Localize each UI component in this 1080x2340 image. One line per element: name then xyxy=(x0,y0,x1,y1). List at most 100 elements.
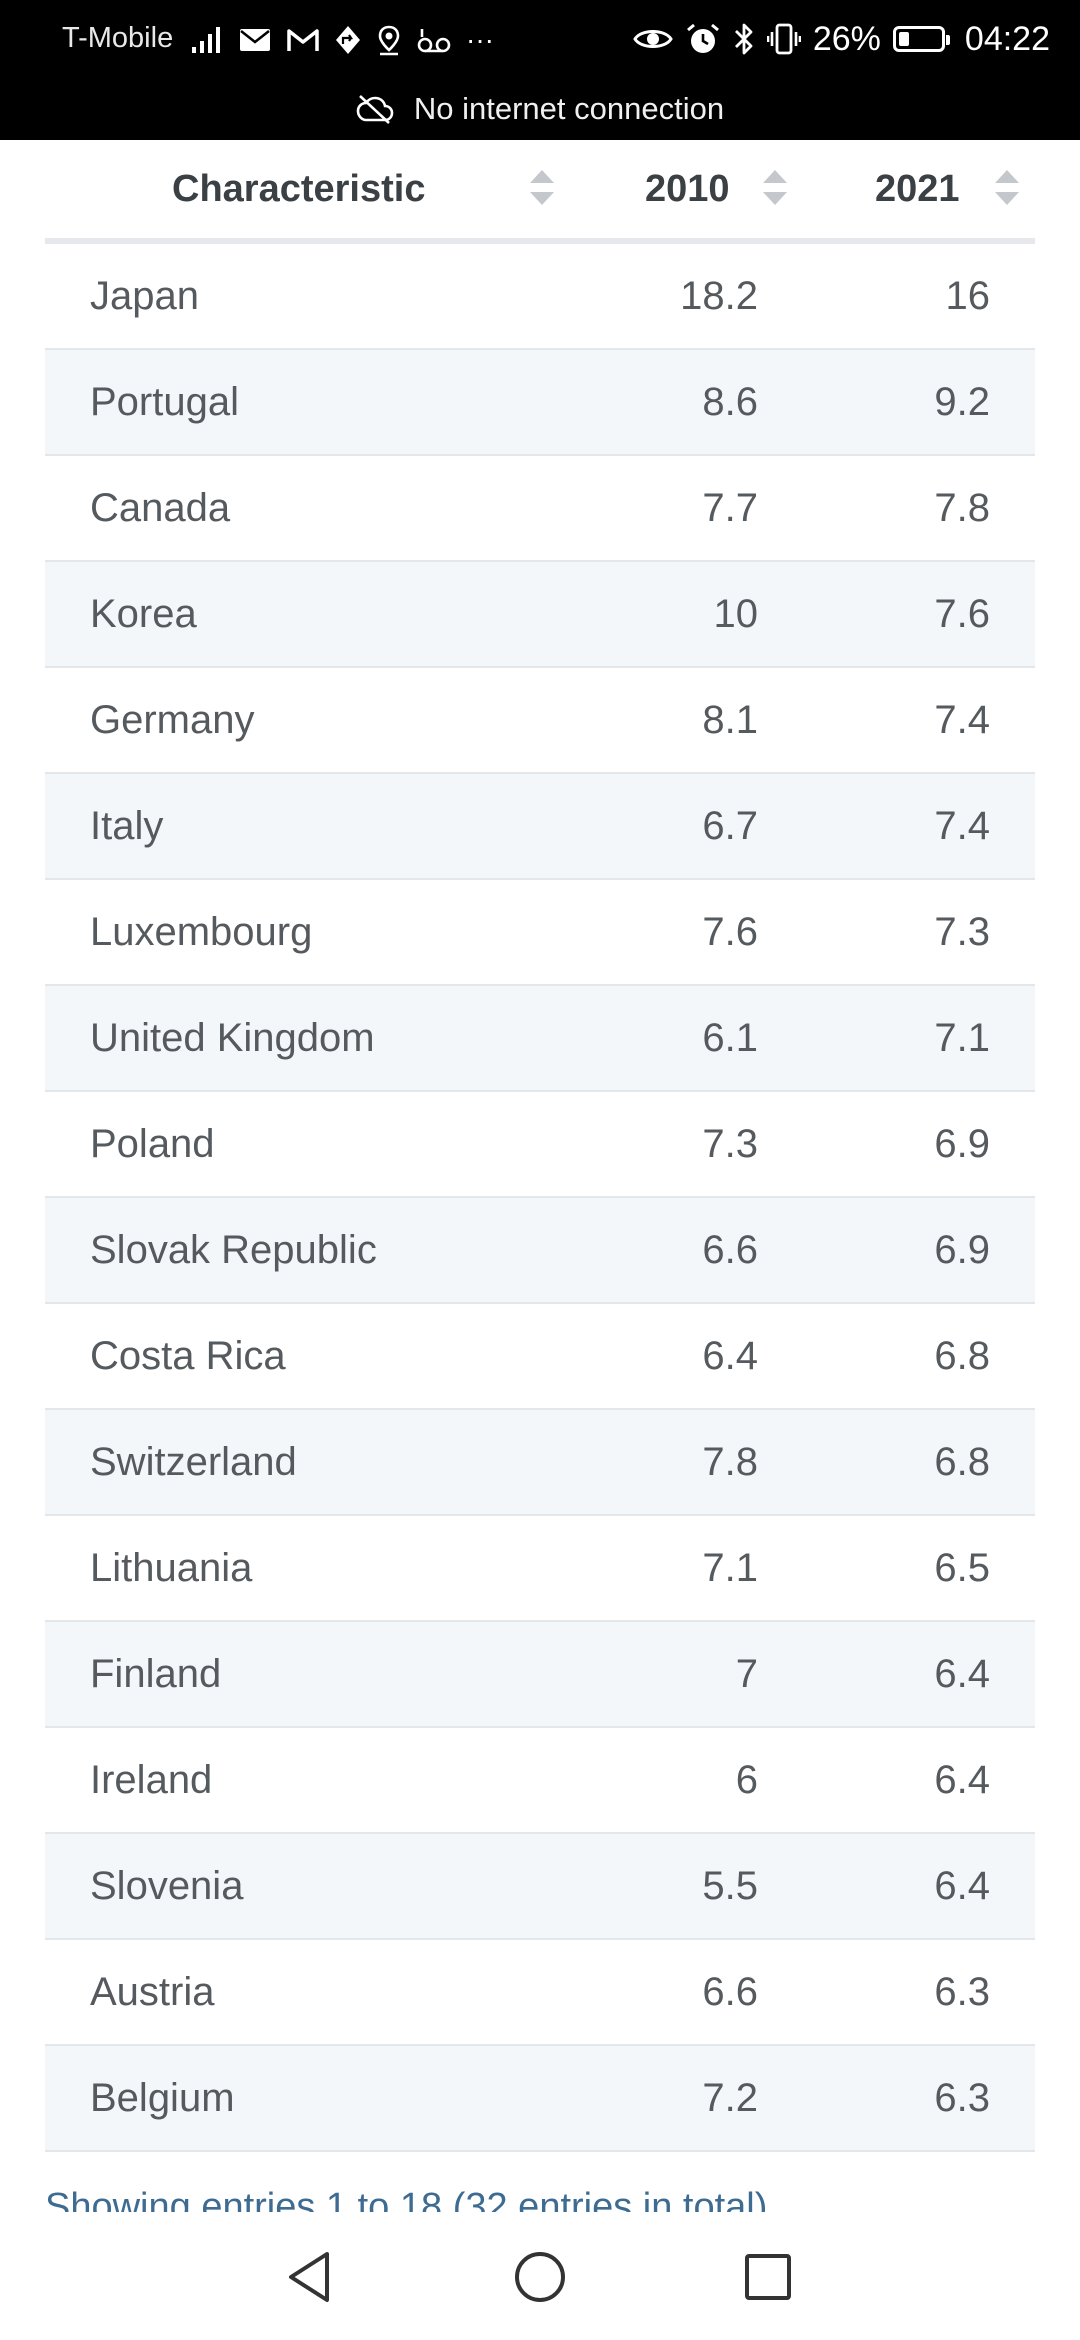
value-2021-cell: 16 xyxy=(945,273,991,318)
battery-level xyxy=(898,32,910,46)
table-body: Japan 18.2 16 Portugal 8.6 9.2 Canada 7.7 7.8 Kor… xyxy=(45,244,1035,2152)
gmail-icon xyxy=(287,29,319,51)
value-2010-cell: 6.1 xyxy=(702,1015,758,1060)
more-icon: ··· xyxy=(466,24,494,55)
value-2010-cell: 8.6 xyxy=(702,379,758,424)
column-header-label: 2010 xyxy=(645,167,730,210)
table-row: Finland 7 6.4 xyxy=(45,1622,1035,1728)
country-cell: Germany xyxy=(90,697,255,742)
battery-icon xyxy=(892,26,950,52)
country-cell: Switzerland xyxy=(90,1439,297,1484)
table-row: Switzerland 7.8 6.8 xyxy=(45,1410,1035,1516)
country-cell: Belgium xyxy=(90,2075,235,2120)
value-2021-cell: 9.2 xyxy=(934,379,990,424)
value-2021-cell: 6.8 xyxy=(934,1333,990,1378)
location-icon xyxy=(378,25,400,56)
value-2010-cell: 7.3 xyxy=(702,1121,758,1166)
system-icons: 26% 04:22 xyxy=(633,18,1050,60)
sort-arrows-icon[interactable] xyxy=(763,170,787,210)
country-cell: United Kingdom xyxy=(90,1015,375,1060)
eye-icon xyxy=(633,30,673,48)
value-2021-cell: 7.8 xyxy=(934,485,990,530)
value-2010-cell: 7.8 xyxy=(702,1439,758,1484)
country-cell: Canada xyxy=(90,485,231,530)
column-header-2021[interactable]: 2021 xyxy=(875,140,960,238)
table-row: Belgium 7.2 6.3 xyxy=(45,2046,1035,2152)
column-header-2010[interactable]: 2010 xyxy=(645,140,730,238)
value-2010-cell: 7.1 xyxy=(702,1545,758,1590)
bluetooth-icon xyxy=(734,23,753,55)
value-2010-cell: 7.6 xyxy=(702,909,758,954)
back-icon[interactable] xyxy=(275,2242,345,2312)
table-row: Costa Rica 6.4 6.8 xyxy=(45,1304,1035,1410)
value-2021-cell: 6.9 xyxy=(934,1227,990,1272)
value-2010-cell: 6 xyxy=(735,1757,758,1802)
country-cell: Luxembourg xyxy=(90,909,313,954)
value-2021-cell: 6.4 xyxy=(934,1651,990,1696)
value-2010-cell: 7.7 xyxy=(702,485,758,530)
country-cell: Poland xyxy=(90,1121,215,1166)
signal-icon xyxy=(192,27,220,53)
value-2010-cell: 7 xyxy=(735,1651,758,1696)
table-row: Italy 6.7 7.4 xyxy=(45,774,1035,880)
no-internet-banner: No internet connection xyxy=(0,84,1080,134)
statistics-table: Characteristic 2010 2021 Japan 18.2 16 Port… xyxy=(45,140,1035,2152)
country-cell: Ireland xyxy=(90,1757,213,1802)
status-bar: T-Mobile xyxy=(0,0,1080,140)
value-2010-cell: 18.2 xyxy=(680,273,758,318)
table-row: Luxembourg 7.6 7.3 xyxy=(45,880,1035,986)
value-2010-cell: 6.4 xyxy=(702,1333,758,1378)
sort-arrows-icon[interactable] xyxy=(995,170,1019,210)
table-row: Austria 6.6 6.3 xyxy=(45,1940,1035,2046)
recents-icon[interactable] xyxy=(733,2242,803,2312)
value-2021-cell: 7.4 xyxy=(934,803,990,848)
navigation-bar xyxy=(0,2212,1080,2340)
value-2010-cell: 8.1 xyxy=(702,697,758,742)
country-cell: Lithuania xyxy=(90,1545,253,1590)
country-cell: Slovenia xyxy=(90,1863,244,1908)
column-header-label: Characteristic xyxy=(172,167,426,210)
value-2021-cell: 7.1 xyxy=(934,1015,990,1060)
country-cell: Korea xyxy=(90,591,197,636)
value-2021-cell: 7.3 xyxy=(934,909,990,954)
column-header-label: 2021 xyxy=(875,167,960,210)
sort-arrows-icon[interactable] xyxy=(530,170,554,210)
value-2021-cell: 7.4 xyxy=(934,697,990,742)
value-2021-cell: 6.8 xyxy=(934,1439,990,1484)
cloud-off-icon xyxy=(356,95,394,124)
value-2021-cell: 6.3 xyxy=(934,2075,990,2120)
table-row: Slovak Republic 6.6 6.9 xyxy=(45,1198,1035,1304)
value-2021-cell: 6.4 xyxy=(934,1757,990,1802)
table-header: Characteristic 2010 2021 xyxy=(45,140,1035,244)
vibrate-icon xyxy=(766,23,801,55)
navigation-icon xyxy=(336,26,360,54)
value-2021-cell: 6.5 xyxy=(934,1545,990,1590)
value-2010-cell: 5.5 xyxy=(702,1863,758,1908)
column-header-characteristic[interactable]: Characteristic xyxy=(172,140,425,238)
notification-icons: ··· xyxy=(190,20,494,60)
value-2010-cell: 6.6 xyxy=(702,1227,758,1272)
clock: 04:22 xyxy=(964,19,1050,58)
battery-percent: 26% xyxy=(812,19,881,58)
table-row: Ireland 6 6.4 xyxy=(45,1728,1035,1834)
table-row: United Kingdom 6.1 7.1 xyxy=(45,986,1035,1092)
country-cell: Slovak Republic xyxy=(90,1227,377,1272)
value-2010-cell: 6.7 xyxy=(702,803,758,848)
table-row: Portugal 8.6 9.2 xyxy=(45,350,1035,456)
table-row: Japan 18.2 16 xyxy=(45,244,1035,350)
table-row: Slovenia 5.5 6.4 xyxy=(45,1834,1035,1940)
table-row: Korea 10 7.6 xyxy=(45,562,1035,668)
country-cell: Costa Rica xyxy=(90,1333,286,1378)
mail-icon xyxy=(240,29,270,51)
home-icon[interactable] xyxy=(505,2242,575,2312)
value-2010-cell: 10 xyxy=(713,591,759,636)
table-row: Germany 8.1 7.4 xyxy=(45,668,1035,774)
carrier-name: T-Mobile xyxy=(62,22,174,54)
country-cell: Portugal xyxy=(90,379,239,424)
country-cell: Italy xyxy=(90,803,164,848)
no-internet-text: No internet connection xyxy=(413,91,725,126)
table-row: Poland 7.3 6.9 xyxy=(45,1092,1035,1198)
value-2010-cell: 7.2 xyxy=(702,2075,758,2120)
voicemail-icon xyxy=(417,29,451,53)
table-row: Lithuania 7.1 6.5 xyxy=(45,1516,1035,1622)
